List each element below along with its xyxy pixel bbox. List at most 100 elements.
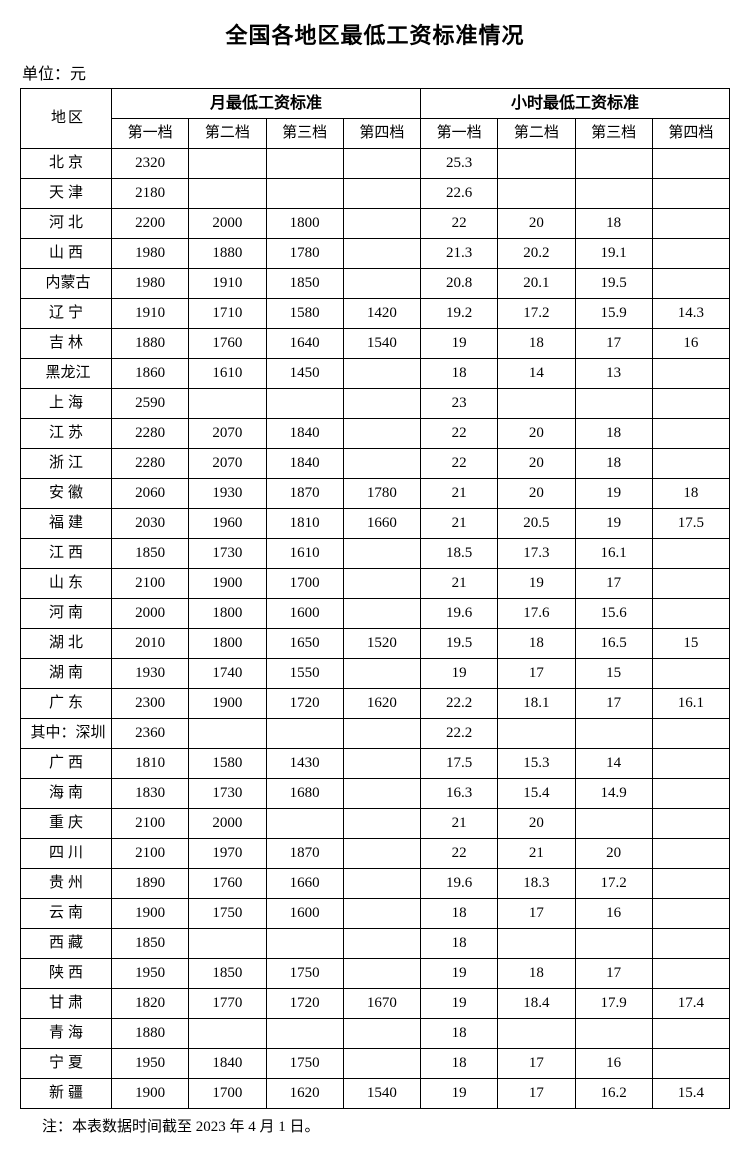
table-row: 云南190017501600181716 <box>21 899 730 929</box>
cell-h4: 16.1 <box>652 689 729 719</box>
cell-region: 吉林 <box>21 329 112 359</box>
cell-m4: 1540 <box>343 1079 420 1109</box>
cell-m4 <box>343 719 420 749</box>
cell-m2: 1840 <box>189 1049 266 1079</box>
cell-h1: 19 <box>421 989 498 1019</box>
cell-m4 <box>343 569 420 599</box>
cell-region: 宁夏 <box>21 1049 112 1079</box>
cell-h3: 15.9 <box>575 299 652 329</box>
cell-h1: 22.6 <box>421 179 498 209</box>
cell-h4 <box>652 809 729 839</box>
cell-m2: 2070 <box>189 449 266 479</box>
cell-h4 <box>652 239 729 269</box>
cell-m2: 1800 <box>189 599 266 629</box>
cell-region: 安徽 <box>21 479 112 509</box>
cell-h3: 19 <box>575 509 652 539</box>
cell-h3 <box>575 389 652 419</box>
cell-h4 <box>652 959 729 989</box>
table-row: 湖南193017401550191715 <box>21 659 730 689</box>
cell-region: 西藏 <box>21 929 112 959</box>
cell-h2 <box>498 929 575 959</box>
cell-m4 <box>343 149 420 179</box>
cell-h2: 17 <box>498 1079 575 1109</box>
cell-h4: 16 <box>652 329 729 359</box>
cell-m4: 1420 <box>343 299 420 329</box>
cell-h3: 17 <box>575 959 652 989</box>
cell-h3: 17 <box>575 569 652 599</box>
table-row: 西藏185018 <box>21 929 730 959</box>
cell-m3 <box>266 149 343 179</box>
header-h-tier3: 第三档 <box>575 119 652 149</box>
cell-region: 上海 <box>21 389 112 419</box>
header-monthly: 月最低工资标准 <box>112 89 421 119</box>
header-region: 地区 <box>21 89 112 149</box>
cell-m3: 1800 <box>266 209 343 239</box>
cell-h2: 14 <box>498 359 575 389</box>
cell-m4 <box>343 809 420 839</box>
cell-h4 <box>652 1049 729 1079</box>
cell-m3: 1850 <box>266 269 343 299</box>
cell-region: 重庆 <box>21 809 112 839</box>
cell-h1: 22 <box>421 209 498 239</box>
cell-m1: 2010 <box>112 629 189 659</box>
header-m-tier4: 第四档 <box>343 119 420 149</box>
cell-m4: 1780 <box>343 479 420 509</box>
cell-h2: 17 <box>498 1049 575 1079</box>
cell-h3: 13 <box>575 359 652 389</box>
cell-m2: 2000 <box>189 209 266 239</box>
cell-m1: 2300 <box>112 689 189 719</box>
cell-region: 海南 <box>21 779 112 809</box>
cell-m4 <box>343 419 420 449</box>
cell-h2: 18.1 <box>498 689 575 719</box>
cell-m1: 2200 <box>112 209 189 239</box>
cell-m2: 1740 <box>189 659 266 689</box>
cell-h4 <box>652 389 729 419</box>
cell-h3: 14.9 <box>575 779 652 809</box>
wage-table: 地区 月最低工资标准 小时最低工资标准 第一档 第二档 第三档 第四档 第一档 … <box>20 88 730 1109</box>
cell-h4 <box>652 779 729 809</box>
cell-h3: 16.1 <box>575 539 652 569</box>
cell-m3: 1610 <box>266 539 343 569</box>
cell-m4 <box>343 1019 420 1049</box>
cell-h1: 17.5 <box>421 749 498 779</box>
cell-h2: 20 <box>498 809 575 839</box>
cell-h3: 20 <box>575 839 652 869</box>
header-h-tier4: 第四档 <box>652 119 729 149</box>
cell-h1: 18 <box>421 1049 498 1079</box>
cell-m3: 1600 <box>266 599 343 629</box>
cell-h4 <box>652 929 729 959</box>
cell-h4 <box>652 149 729 179</box>
cell-h4: 15.4 <box>652 1079 729 1109</box>
cell-h2 <box>498 719 575 749</box>
table-row: 上海259023 <box>21 389 730 419</box>
cell-m1: 2280 <box>112 419 189 449</box>
cell-h4 <box>652 539 729 569</box>
cell-m3 <box>266 1019 343 1049</box>
cell-m3 <box>266 929 343 959</box>
cell-m1: 1980 <box>112 269 189 299</box>
cell-m3: 1640 <box>266 329 343 359</box>
cell-m1: 1820 <box>112 989 189 1019</box>
cell-m2 <box>189 929 266 959</box>
cell-h2: 18 <box>498 959 575 989</box>
cell-m3 <box>266 809 343 839</box>
cell-h2: 20.1 <box>498 269 575 299</box>
cell-h3: 19 <box>575 479 652 509</box>
cell-m2: 1750 <box>189 899 266 929</box>
cell-h2: 20 <box>498 479 575 509</box>
cell-m4 <box>343 179 420 209</box>
cell-h3: 17.9 <box>575 989 652 1019</box>
cell-h4 <box>652 179 729 209</box>
cell-m2: 1910 <box>189 269 266 299</box>
cell-m4 <box>343 959 420 989</box>
cell-h2: 19 <box>498 569 575 599</box>
cell-m4: 1540 <box>343 329 420 359</box>
cell-m4 <box>343 929 420 959</box>
cell-h2: 20 <box>498 449 575 479</box>
table-row: 北京232025.3 <box>21 149 730 179</box>
table-row: 广东230019001720162022.218.11716.1 <box>21 689 730 719</box>
cell-h2: 21 <box>498 839 575 869</box>
cell-m1: 1910 <box>112 299 189 329</box>
cell-m3 <box>266 389 343 419</box>
table-row: 浙江228020701840222018 <box>21 449 730 479</box>
